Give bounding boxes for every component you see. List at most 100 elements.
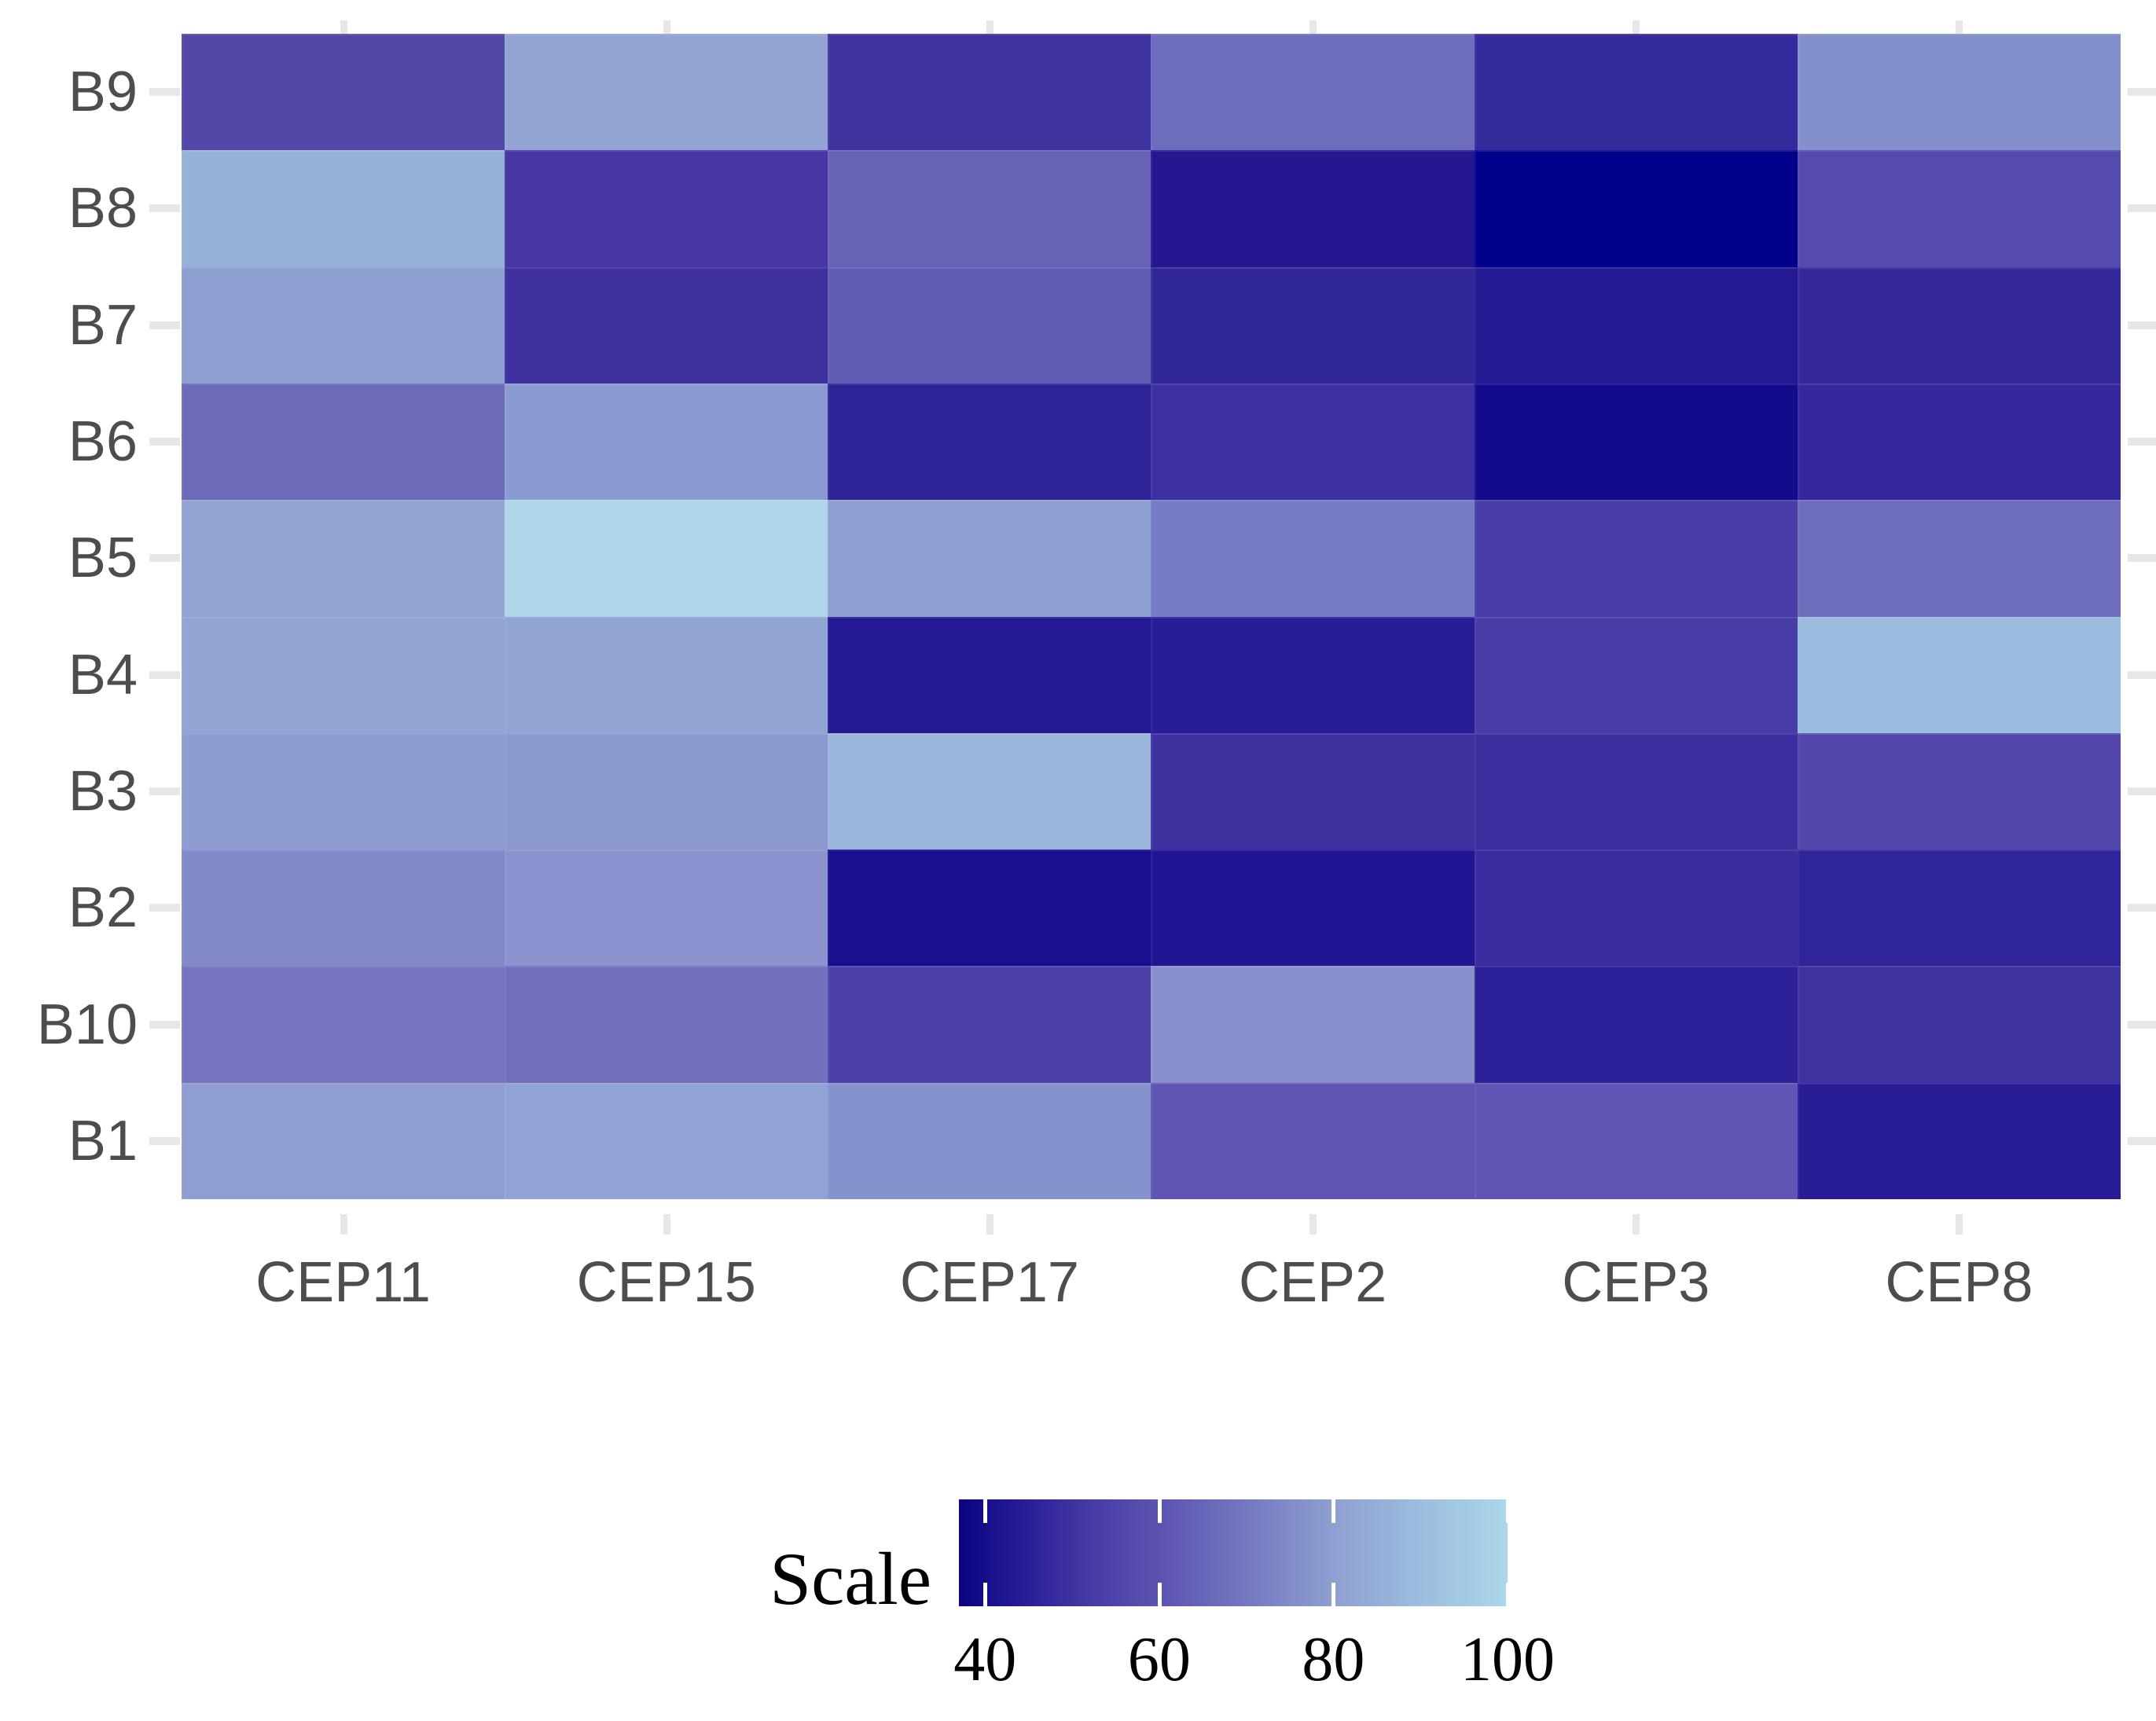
heatmap-cell-B1-CEP8 [1797, 1082, 2121, 1199]
heatmap-cell-B9-CEP2 [1151, 34, 1475, 151]
x-axis-label-CEP2: CEP2 [1239, 1251, 1387, 1314]
legend-gradient-bar [959, 1499, 1508, 1606]
x-axis-tick-top [986, 20, 994, 34]
y-axis-tick-left [149, 438, 180, 446]
heatmap-cell-B6-CEP15 [505, 383, 828, 501]
x-axis-label-CEP8: CEP8 [1885, 1251, 2033, 1314]
y-axis-tick-right [2128, 904, 2156, 912]
heatmap-cell-B1-CEP17 [828, 1082, 1151, 1199]
heatmap-cell-B6-CEP8 [1797, 383, 2121, 501]
legend-tick-notch [1157, 1583, 1162, 1606]
heatmap-cell-B8-CEP11 [182, 150, 505, 267]
heatmap-cell-B6-CEP3 [1474, 383, 1798, 501]
x-axis-tick-top [1309, 20, 1317, 34]
y-axis-label-B9: B9 [68, 61, 138, 124]
y-axis-tick-left [149, 787, 180, 795]
heatmap-cell-B10-CEP17 [828, 966, 1151, 1083]
y-axis-tick-right [2128, 321, 2156, 329]
y-axis-label-B5: B5 [68, 527, 138, 590]
y-axis-tick-left [149, 204, 180, 213]
heatmap-cell-B2-CEP3 [1474, 849, 1798, 967]
heatmap-cell-B10-CEP3 [1474, 966, 1798, 1083]
legend-tick-label-60: 60 [1127, 1625, 1191, 1694]
heatmap-cell-B8-CEP8 [1797, 150, 2121, 267]
y-axis-tick-right [2128, 1020, 2156, 1029]
heatmap-cell-B5-CEP2 [1151, 500, 1475, 617]
heatmap-cell-B1-CEP11 [182, 1082, 505, 1199]
y-axis-tick-right [2128, 88, 2156, 97]
y-axis-label-B10: B10 [36, 993, 138, 1056]
heatmap-cell-B3-CEP15 [505, 732, 828, 850]
heatmap-cell-B4-CEP8 [1797, 616, 2121, 733]
y-axis-tick-right [2128, 438, 2156, 446]
x-axis-label-CEP11: CEP11 [255, 1251, 431, 1314]
x-axis-tick-top [340, 20, 347, 34]
x-axis-tick-top [1633, 20, 1640, 34]
y-axis-tick-right [2128, 204, 2156, 213]
x-axis-label-CEP3: CEP3 [1562, 1251, 1710, 1314]
heatmap-cell-B5-CEP15 [505, 500, 828, 617]
heatmap-cell-B5-CEP11 [182, 500, 505, 617]
heatmap-cell-B9-CEP15 [505, 34, 828, 151]
heatmap-cell-B4-CEP11 [182, 616, 505, 733]
legend-tick-notch [1157, 1499, 1162, 1523]
legend-title: Scale [769, 1537, 931, 1620]
heatmap-cell-B4-CEP17 [828, 616, 1151, 733]
heatmap-cell-B6-CEP17 [828, 383, 1151, 501]
legend-tick-label-100: 100 [1460, 1625, 1555, 1694]
heatmap-panel [182, 34, 2121, 1199]
heatmap-cell-B10-CEP8 [1797, 966, 2121, 1083]
y-axis-label-B6: B6 [68, 410, 138, 474]
x-axis-tick-top [663, 20, 670, 34]
legend-tick-label-40: 40 [953, 1625, 1017, 1694]
heatmap-cell-B1-CEP2 [1151, 1082, 1475, 1199]
x-axis-tick-bottom [1309, 1214, 1317, 1235]
x-axis-tick-top [1956, 20, 1963, 34]
heatmap-cell-B1-CEP15 [505, 1082, 828, 1199]
heatmap-cell-B7-CEP11 [182, 266, 505, 383]
legend-tick-notch [983, 1583, 988, 1606]
legend-tick-notch [1331, 1583, 1336, 1606]
heatmap-cell-B10-CEP15 [505, 966, 828, 1083]
heatmap-cell-B2-CEP11 [182, 849, 505, 967]
x-axis-tick-bottom [340, 1214, 347, 1235]
y-axis-tick-right [2128, 1136, 2156, 1145]
heatmap-cell-B10-CEP11 [182, 966, 505, 1083]
y-axis-tick-left [149, 321, 180, 329]
y-axis-tick-left [149, 554, 180, 563]
y-axis-tick-right [2128, 787, 2156, 795]
y-axis-label-B2: B2 [68, 876, 138, 940]
heatmap-cell-B9-CEP3 [1474, 34, 1798, 151]
y-axis-tick-left [149, 1020, 180, 1029]
y-axis-tick-left [149, 88, 180, 97]
y-axis-tick-right [2128, 670, 2156, 679]
heatmap-cell-B7-CEP17 [828, 266, 1151, 383]
x-axis-tick-bottom [1956, 1214, 1963, 1235]
legend-tick-notch [1331, 1499, 1336, 1523]
legend-tick-notch [983, 1499, 988, 1523]
x-axis-tick-bottom [1633, 1214, 1640, 1235]
heatmap-cell-B4-CEP2 [1151, 616, 1475, 733]
heatmap-cell-B5-CEP3 [1474, 500, 1798, 617]
x-axis-label-CEP17: CEP17 [899, 1251, 1079, 1314]
heatmap-cell-B8-CEP2 [1151, 150, 1475, 267]
heatmap-cell-B6-CEP2 [1151, 383, 1475, 501]
y-axis-tick-left [149, 904, 180, 912]
y-axis-tick-left [149, 670, 180, 679]
heatmap-cell-B3-CEP8 [1797, 732, 2121, 850]
heatmap-cell-B9-CEP8 [1797, 34, 2121, 151]
heatmap-cell-B2-CEP17 [828, 849, 1151, 967]
heatmap-cell-B3-CEP2 [1151, 732, 1475, 850]
heatmap-cell-B5-CEP8 [1797, 500, 2121, 617]
heatmap-cell-B8-CEP17 [828, 150, 1151, 267]
heatmap-cell-B8-CEP15 [505, 150, 828, 267]
legend-tick-notch [1506, 1583, 1510, 1606]
heatmap-cell-B3-CEP3 [1474, 732, 1798, 850]
heatmap-cell-B7-CEP2 [1151, 266, 1475, 383]
y-axis-label-B7: B7 [68, 293, 138, 357]
heatmap-cell-B7-CEP3 [1474, 266, 1798, 383]
heatmap-cell-B5-CEP17 [828, 500, 1151, 617]
heatmap-cell-B9-CEP17 [828, 34, 1151, 151]
heatmap-cell-B4-CEP3 [1474, 616, 1798, 733]
